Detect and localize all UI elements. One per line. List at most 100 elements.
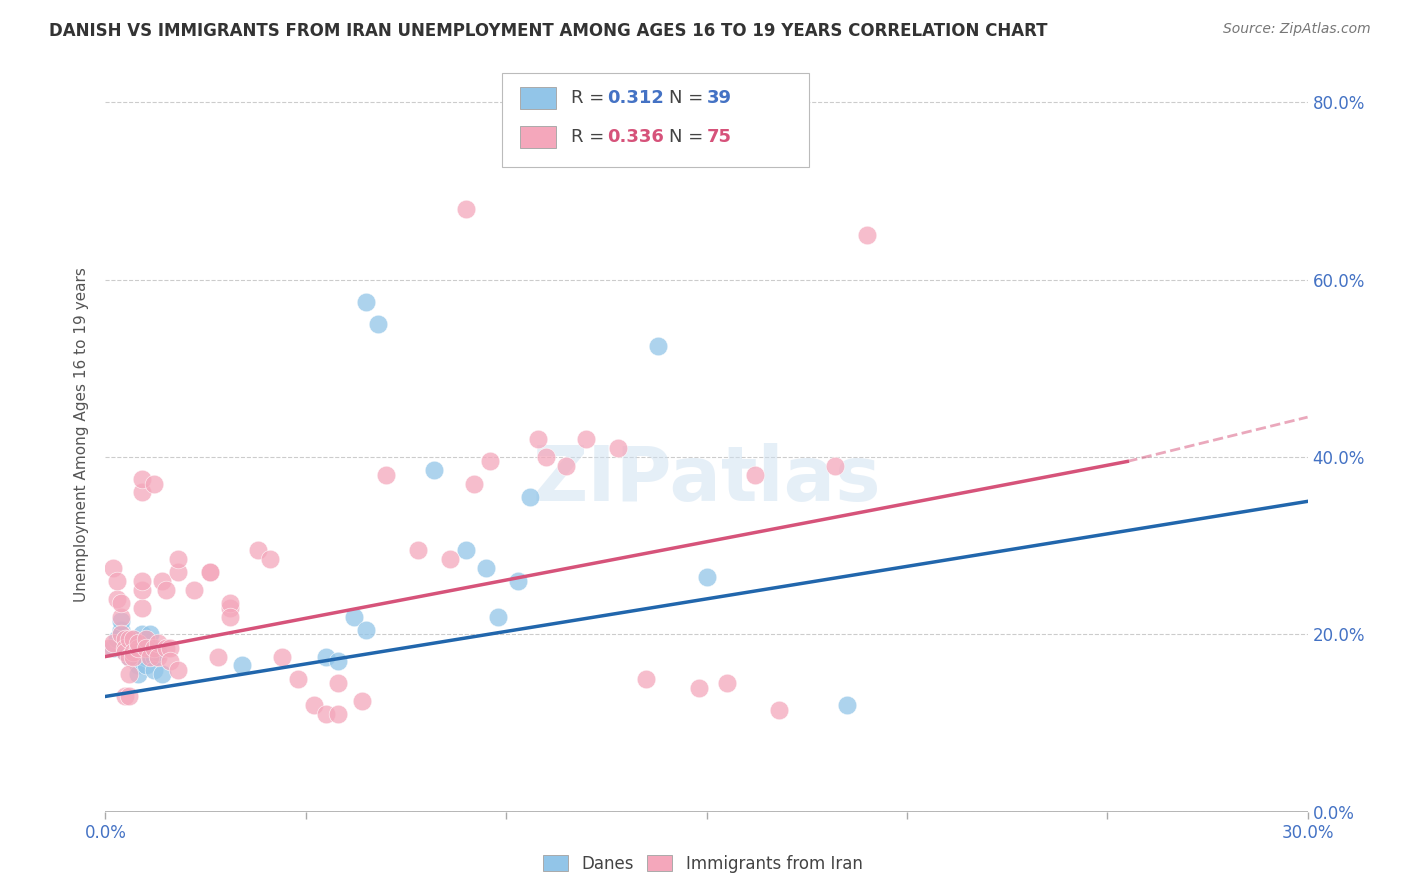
Text: N =: N = — [669, 89, 709, 107]
Point — [127, 640, 149, 655]
Point — [110, 609, 132, 624]
Point — [110, 627, 132, 641]
Point — [98, 640, 121, 655]
Point — [142, 663, 165, 677]
Point — [183, 582, 205, 597]
Point — [114, 640, 136, 655]
Point — [122, 632, 145, 646]
Point — [138, 640, 160, 655]
Point — [475, 561, 498, 575]
Point — [146, 649, 169, 664]
Y-axis label: Unemployment Among Ages 16 to 19 years: Unemployment Among Ages 16 to 19 years — [75, 268, 90, 602]
Point — [527, 432, 550, 446]
FancyBboxPatch shape — [520, 126, 557, 148]
Point — [315, 649, 337, 664]
Point — [103, 640, 125, 655]
Point — [127, 645, 149, 659]
Point — [716, 676, 738, 690]
Point — [744, 467, 766, 482]
Point — [315, 707, 337, 722]
Point — [696, 570, 718, 584]
Point — [326, 707, 349, 722]
Point — [107, 632, 129, 646]
Point — [103, 636, 125, 650]
Point — [131, 627, 153, 641]
Point — [688, 681, 710, 695]
Point — [114, 632, 136, 646]
Point — [824, 458, 846, 473]
Point — [198, 566, 221, 580]
Point — [326, 676, 349, 690]
Point — [374, 467, 398, 482]
Point — [110, 596, 132, 610]
Point — [131, 600, 153, 615]
Text: R =: R = — [571, 128, 610, 146]
Point — [287, 672, 309, 686]
Point — [463, 476, 485, 491]
Point — [135, 632, 157, 646]
Point — [207, 649, 229, 664]
Point — [575, 432, 598, 446]
Point — [131, 485, 153, 500]
Point — [218, 609, 240, 624]
Point — [835, 698, 858, 713]
Point — [166, 552, 188, 566]
Point — [367, 317, 389, 331]
Text: DANISH VS IMMIGRANTS FROM IRAN UNEMPLOYMENT AMONG AGES 16 TO 19 YEARS CORRELATIO: DANISH VS IMMIGRANTS FROM IRAN UNEMPLOYM… — [49, 22, 1047, 40]
Point — [519, 490, 541, 504]
Point — [118, 649, 141, 664]
Point — [354, 294, 377, 309]
Text: ZIPatlas: ZIPatlas — [533, 443, 880, 517]
Point — [343, 609, 366, 624]
Point — [486, 609, 509, 624]
Text: 0.312: 0.312 — [607, 89, 664, 107]
Point — [155, 640, 177, 655]
Point — [131, 574, 153, 589]
Point — [150, 667, 173, 681]
Point — [146, 645, 169, 659]
Point — [118, 667, 141, 681]
Point — [302, 698, 325, 713]
Point — [218, 596, 240, 610]
Point — [142, 649, 165, 664]
Point — [110, 623, 132, 637]
Point — [155, 582, 177, 597]
Point — [114, 632, 136, 646]
Point — [439, 552, 461, 566]
Point — [118, 690, 141, 704]
Point — [107, 574, 129, 589]
Point — [198, 566, 221, 580]
Point — [118, 649, 141, 664]
Text: 39: 39 — [707, 89, 731, 107]
Point — [110, 627, 132, 641]
Point — [135, 640, 157, 655]
Point — [114, 645, 136, 659]
Point — [454, 543, 477, 558]
Point — [135, 658, 157, 673]
Text: 0.336: 0.336 — [607, 128, 664, 146]
Point — [114, 645, 136, 659]
FancyBboxPatch shape — [502, 73, 808, 168]
Point — [607, 441, 630, 455]
Point — [231, 658, 253, 673]
Point — [107, 591, 129, 606]
Point — [259, 552, 281, 566]
FancyBboxPatch shape — [520, 87, 557, 109]
Point — [159, 654, 181, 668]
Point — [636, 672, 658, 686]
Point — [142, 640, 165, 655]
Point — [534, 450, 557, 464]
Point — [326, 654, 349, 668]
Point — [479, 454, 502, 468]
Text: R =: R = — [571, 89, 610, 107]
Point — [166, 566, 188, 580]
Point — [454, 202, 477, 216]
Point — [146, 636, 169, 650]
Point — [127, 667, 149, 681]
Point — [138, 649, 160, 664]
Point — [354, 623, 377, 637]
Point — [647, 339, 669, 353]
Point — [122, 632, 145, 646]
Point — [218, 600, 240, 615]
Point — [118, 632, 141, 646]
